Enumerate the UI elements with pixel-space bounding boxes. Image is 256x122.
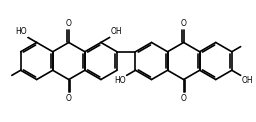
Text: HO: HO [114,76,126,85]
Text: O: O [181,19,187,28]
Text: O: O [66,94,72,103]
Text: HO: HO [15,27,27,36]
Text: OH: OH [242,76,253,85]
Text: O: O [66,19,72,28]
Text: OH: OH [111,27,122,36]
Text: O: O [181,94,187,103]
